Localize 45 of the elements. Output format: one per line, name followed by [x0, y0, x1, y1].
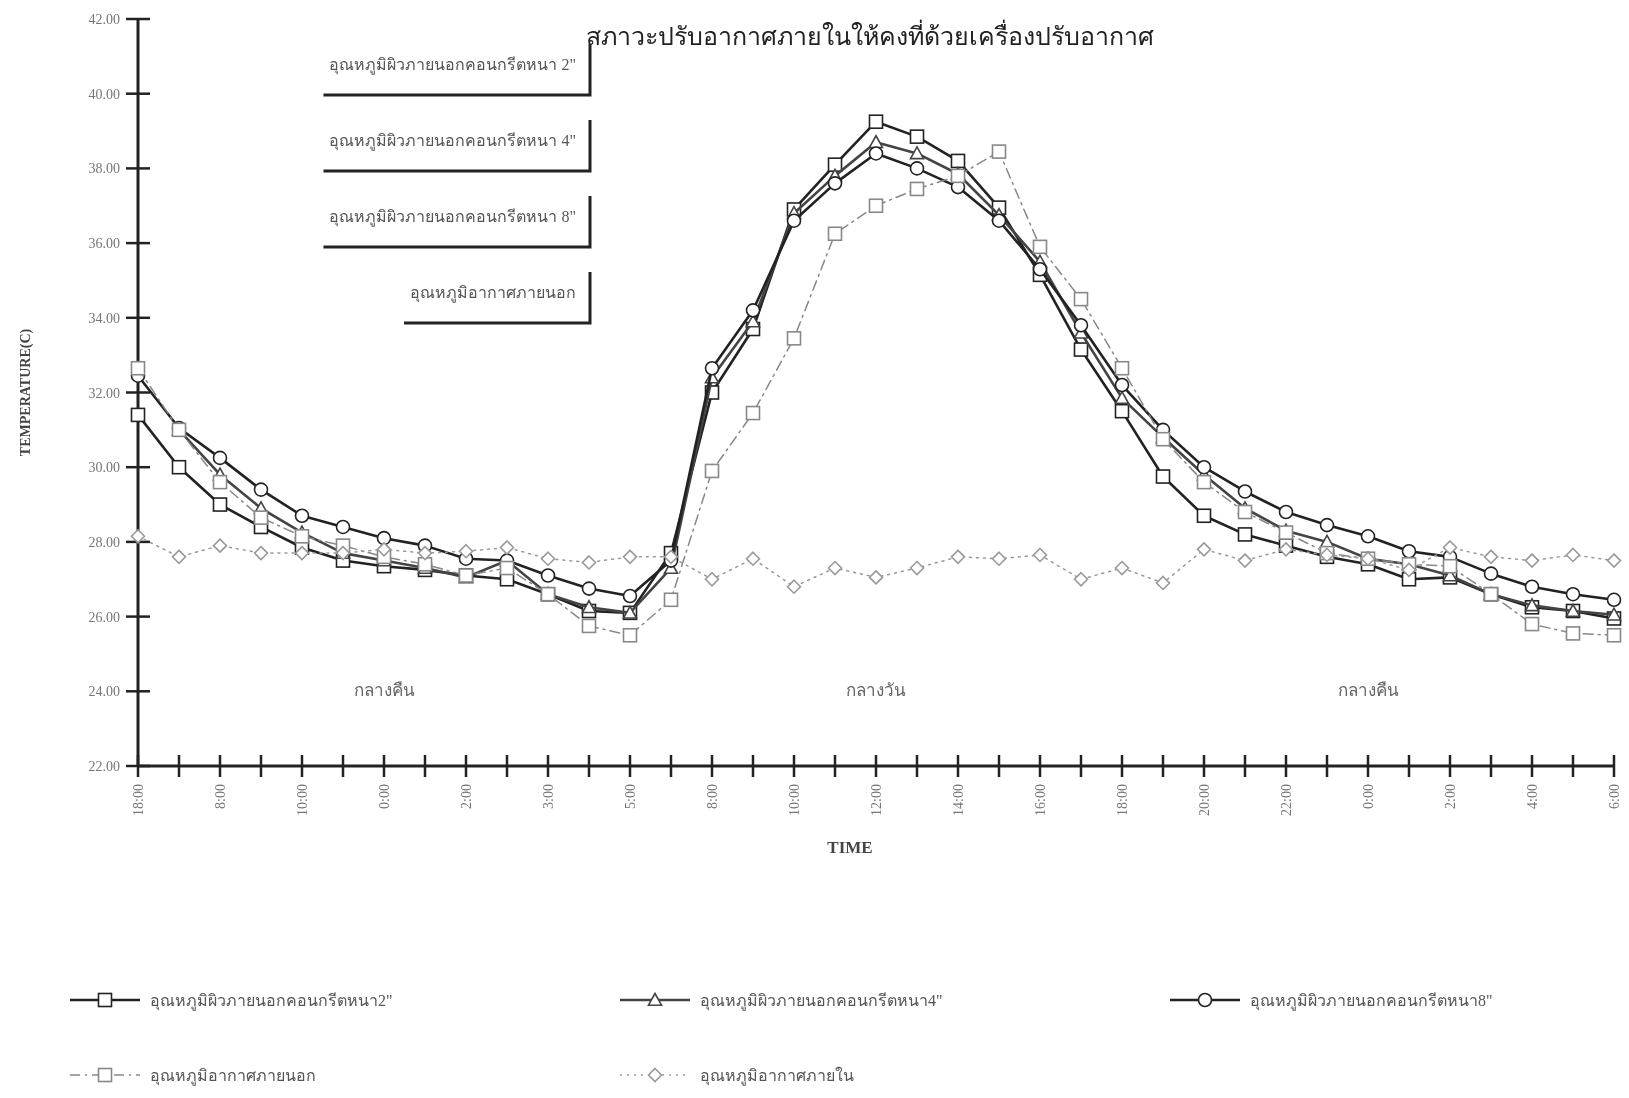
- x-tick-label: 10:00: [295, 784, 310, 816]
- x-tick-label: 2:00: [459, 784, 474, 809]
- y-tick-label: 30.00: [88, 460, 120, 476]
- x-tick-label: 2:00: [1443, 784, 1458, 809]
- annotation: อุณหภูมิผิวภายนอกคอนกรีตหนา 2": [329, 56, 576, 75]
- y-tick-label: 36.00: [88, 236, 120, 252]
- x-tick-label: 0:00: [1361, 784, 1376, 809]
- x-tick-label: 10:00: [787, 784, 802, 816]
- x-tick-label: 12:00: [869, 784, 884, 816]
- legend-label: อุณหภูมิผิวภายนอกคอนกรีตหนา8": [1250, 992, 1493, 1011]
- x-tick-label: 8:00: [705, 784, 720, 809]
- y-tick-label: 34.00: [88, 310, 120, 326]
- chart-title: สภาวะปรับอากาศภายในให้คงที่ด้วยเครื่องปรับอากาศ: [586, 19, 1154, 50]
- annotation: อุณหภูมิผิวภายนอกคอนกรีตหนา 8": [329, 208, 576, 227]
- y-axis-title: TEMPERATURE(C): [18, 328, 34, 457]
- legend-label: อุณหภูมิอากาศภายนอก: [150, 1067, 316, 1086]
- y-tick-label: 42.00: [88, 12, 120, 27]
- x-tick-label: 16:00: [1033, 784, 1048, 816]
- y-tick-label: 24.00: [88, 684, 120, 700]
- x-tick-label: 22:00: [1279, 784, 1294, 816]
- x-tick-label: 3:00: [541, 784, 556, 809]
- annotation: อุณหภูมิอากาศภายนอก: [410, 284, 576, 303]
- annotation: กลางวัน: [846, 681, 906, 701]
- x-tick-label: 14:00: [951, 784, 966, 816]
- x-tick-label: 18:00: [1115, 784, 1130, 816]
- x-axis-title: TIME: [827, 838, 873, 857]
- legend-label: อุณหภูมิผิวภายนอกคอนกรีตหนา4": [700, 992, 943, 1011]
- y-tick-label: 38.00: [88, 161, 120, 177]
- y-tick-label: 22.00: [88, 759, 120, 774]
- y-tick-label: 28.00: [88, 534, 120, 550]
- x-tick-label: 8:00: [213, 784, 228, 809]
- x-tick-label: 18:00: [131, 784, 146, 816]
- x-tick-label: 4:00: [1525, 784, 1540, 809]
- y-tick-label: 40.00: [88, 86, 120, 102]
- x-tick-label: 6:00: [1607, 784, 1622, 809]
- annotation: กลางคืน: [1337, 681, 1399, 701]
- annotation: อุณหภูมิผิวภายนอกคอนกรีตหนา 4": [329, 132, 576, 151]
- x-tick-label: 0:00: [377, 784, 392, 809]
- y-tick-label: 32.00: [88, 385, 120, 401]
- legend-label: อุณหภูมิผิวภายนอกคอนกรีตหนา2": [150, 992, 393, 1011]
- x-tick-label: 5:00: [623, 784, 638, 809]
- x-tick-label: 20:00: [1197, 784, 1212, 816]
- annotation: กลางคืน: [353, 681, 415, 701]
- legend-label: อุณหภูมิอากาศภายใน: [700, 1066, 854, 1086]
- y-tick-label: 26.00: [88, 609, 120, 625]
